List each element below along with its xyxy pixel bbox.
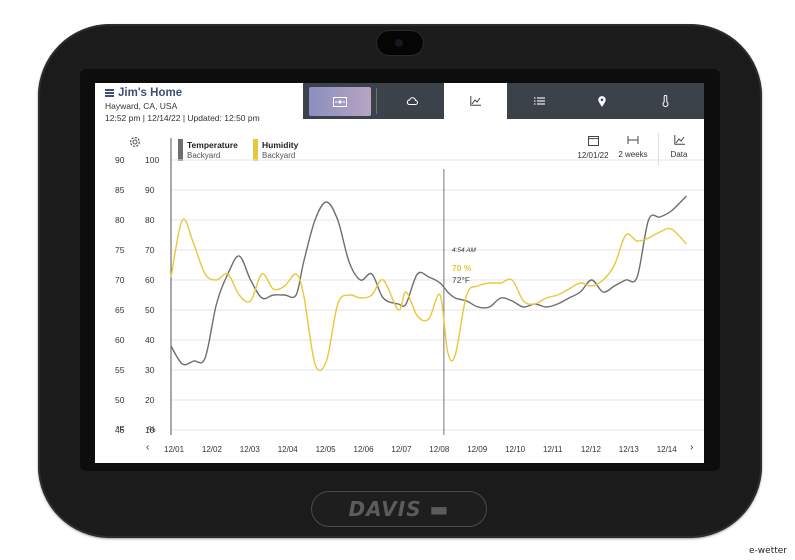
x-tick-label: 12/05 xyxy=(315,445,336,454)
x-tick-label: 12/12 xyxy=(580,445,601,454)
date-picker-label: 12/01/22 xyxy=(577,151,609,160)
location-pin-icon xyxy=(598,95,606,107)
humidity-tick-label: 80 xyxy=(145,215,155,225)
camera xyxy=(376,30,424,56)
tab-map[interactable] xyxy=(571,83,633,119)
tooltip-humidity: 70 % xyxy=(452,263,472,273)
tab-radar[interactable] xyxy=(309,87,371,116)
cloud-icon xyxy=(406,97,418,105)
calendar-icon xyxy=(587,136,599,146)
header: Jim's Home Hayward, CA, USA 12:52 pm | 1… xyxy=(105,87,305,123)
temperature-tick-label: 65 xyxy=(115,305,125,315)
radar-icon xyxy=(333,96,347,107)
tab-sensors[interactable] xyxy=(634,83,696,119)
thermometer-icon xyxy=(662,95,668,107)
legend-temperature-sensor: Backyard xyxy=(187,151,221,160)
humidity-tick-label: 50 xyxy=(145,305,155,315)
x-tick-label: 12/08 xyxy=(429,445,450,454)
x-tick-label: 12/03 xyxy=(239,445,260,454)
tooltip-time: 4:54 AM xyxy=(452,247,476,254)
temperature-tick-label: 75 xyxy=(115,245,125,255)
temperature-unit: °F xyxy=(116,424,125,434)
next-range-button[interactable]: › xyxy=(690,442,694,453)
tab-charts[interactable] xyxy=(444,83,507,119)
x-tick-label: 12/14 xyxy=(656,445,677,454)
menu-icon[interactable] xyxy=(105,89,114,97)
date-picker[interactable]: 12/01/22 xyxy=(573,135,613,160)
station-title: Jim's Home xyxy=(118,87,183,99)
chart-icon xyxy=(673,135,685,145)
temperature-tick-label: 85 xyxy=(115,185,125,195)
humidity-tick-label: 40 xyxy=(145,335,155,345)
range-picker-label: 2 weeks xyxy=(618,150,648,159)
data-view-label: Data xyxy=(670,150,688,159)
humidity-series-line xyxy=(170,218,687,372)
controls-divider xyxy=(658,133,659,165)
x-tick-label: 12/09 xyxy=(467,445,488,454)
humidity-tick-label: 30 xyxy=(145,365,155,375)
temperature-tick-label: 80 xyxy=(115,215,125,225)
temperature-tick-label: 55 xyxy=(115,365,125,375)
legend-humidity-sensor: Backyard xyxy=(262,151,296,160)
watermark: e-wetter xyxy=(749,546,787,556)
brand-logo: DAVIS ▬ xyxy=(311,491,487,527)
temperature-tick-label: 70 xyxy=(115,275,125,285)
x-tick-label: 12/06 xyxy=(353,445,374,454)
legend-temperature-swatch xyxy=(178,139,183,161)
tab-bar xyxy=(303,83,704,119)
tab-conditions[interactable] xyxy=(381,83,443,119)
update-timestamp: 12:52 pm | 12/14/22 | Updated: 12:50 pm xyxy=(105,113,260,123)
temperature-series-line xyxy=(170,195,687,366)
humidity-tick-label: 90 xyxy=(145,185,155,195)
temperature-tick-label: 45 xyxy=(115,425,125,435)
x-tick-label: 12/04 xyxy=(277,445,298,454)
x-tick-label: 12/13 xyxy=(618,445,639,454)
list-icon xyxy=(533,97,545,105)
humidity-unit: % xyxy=(148,424,156,434)
station-location: Hayward, CA, USA xyxy=(105,101,178,111)
legend-humidity-name[interactable]: Humidity xyxy=(262,140,299,150)
x-tick-label: 12/07 xyxy=(391,445,412,454)
humidity-tick-label: 60 xyxy=(145,275,155,285)
settings-gear-icon[interactable] xyxy=(128,135,142,149)
humidity-tick-label: 70 xyxy=(145,245,155,255)
humidity-tick-label: 20 xyxy=(145,395,155,405)
temperature-tick-label: 60 xyxy=(115,335,125,345)
tab-divider xyxy=(376,88,377,114)
x-tick-label: 12/02 xyxy=(201,445,222,454)
humidity-tick-label: 100 xyxy=(145,155,160,165)
tooltip-temperature: 72°F xyxy=(452,275,471,285)
humidity-tick-label: 10 xyxy=(145,425,155,435)
legend-humidity-swatch xyxy=(253,139,258,161)
range-icon xyxy=(627,136,639,144)
x-tick-label: 12/10 xyxy=(505,445,526,454)
temperature-tick-label: 50 xyxy=(115,395,125,405)
range-picker[interactable]: 2 weeks xyxy=(613,135,653,159)
chart-icon xyxy=(470,96,481,106)
history-chart[interactable] xyxy=(95,83,704,463)
x-tick-label: 12/01 xyxy=(164,445,185,454)
previous-range-button[interactable]: ‹ xyxy=(146,442,150,453)
app-screen: Jim's Home Hayward, CA, USA 12:52 pm | 1… xyxy=(95,83,704,463)
tab-list[interactable] xyxy=(508,83,570,119)
temperature-tick-label: 90 xyxy=(115,155,125,165)
x-tick-label: 12/11 xyxy=(543,445,563,454)
station-selector[interactable]: Jim's Home xyxy=(105,87,305,99)
legend-temperature-name[interactable]: Temperature xyxy=(187,140,238,150)
data-view-button[interactable]: Data xyxy=(663,135,695,159)
